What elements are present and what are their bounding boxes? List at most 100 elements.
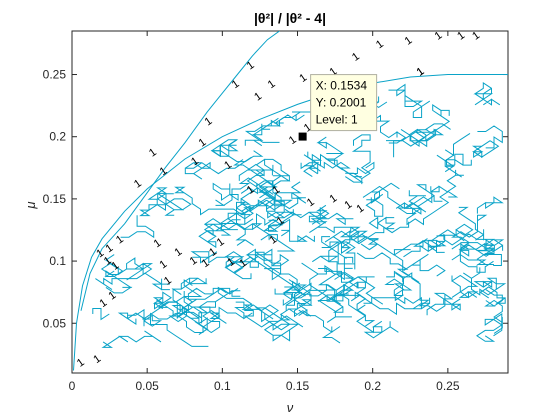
contour-level-label: 1 [102, 254, 114, 267]
contour-level-label: 1 [109, 259, 121, 272]
contour-segment [476, 239, 505, 257]
contour-level-label: 1 [94, 247, 106, 260]
contour-segment [224, 256, 252, 280]
y-axis-label: μ [23, 201, 38, 209]
contour-level-label: 1 [374, 38, 386, 51]
contour-segment [403, 253, 446, 277]
contour-segment [285, 282, 313, 318]
contour-segment [245, 248, 290, 267]
contour-segment [215, 177, 274, 206]
contour-level-label: 1 [97, 297, 109, 310]
contour-level-label: 1 [245, 59, 257, 72]
datatip-x: X: 0.1534 [316, 79, 368, 93]
contour-segment [388, 83, 431, 118]
contour-level-label: 1 [203, 115, 215, 128]
contour-segment [476, 196, 504, 214]
contour-segment [156, 187, 192, 216]
contour-level-label: 1 [225, 256, 237, 269]
x-tick-label: 0 [69, 379, 76, 393]
contour-segment [365, 182, 400, 217]
y-tick-label: 0.1 [49, 254, 66, 268]
contour-segment [308, 204, 410, 245]
contour-segment [400, 123, 451, 142]
chart-title: |θ²| / |θ² - 4| [254, 10, 326, 26]
contour-level-label: 1 [275, 215, 287, 228]
contour-level-label: 1 [342, 198, 354, 211]
y-tick-label: 0.2 [49, 130, 66, 144]
contour-segment [212, 182, 239, 201]
contour-level-label: 1 [188, 254, 200, 267]
contour-segment [152, 291, 173, 310]
contour-segment [256, 213, 315, 243]
contour-outer-boundary [80, 31, 280, 311]
contour-segment [338, 293, 399, 339]
contour-level-label: 1 [355, 202, 367, 215]
contour-level-label: 1 [147, 146, 159, 159]
contour-level-label: 1 [132, 177, 144, 190]
contour-segment [240, 186, 285, 211]
contour-level-label: 1 [215, 236, 227, 249]
contour-level-label: 1 [252, 90, 264, 103]
contour-level-label: 1 [245, 184, 257, 197]
contour-segment [446, 153, 472, 166]
contour-level-label: 1 [470, 29, 482, 42]
contour-segment [104, 254, 133, 294]
contour-segment [174, 186, 276, 216]
contour-segment [356, 252, 409, 276]
contour-segment [414, 103, 451, 144]
contour-level-label: 1 [162, 274, 174, 287]
contour-segment [301, 262, 345, 313]
contour-level-label: 1 [287, 134, 299, 147]
contour-level-label: 1 [158, 165, 170, 178]
contour-level-label: 1 [305, 196, 317, 209]
contour-segment [101, 330, 162, 348]
contour-segment [451, 274, 479, 299]
contour-segment [484, 289, 503, 334]
contour-segment [274, 282, 301, 306]
contour-level-label: 1 [75, 356, 87, 369]
contour-segment [386, 128, 437, 148]
contour-level-label: 1 [270, 184, 282, 197]
contour-segment [203, 218, 238, 237]
x-tick-label: 0.15 [286, 379, 310, 393]
datatip-level: Level: 1 [316, 113, 358, 127]
contour-segment [324, 230, 368, 255]
contour-segment [477, 125, 503, 149]
contour-segment [181, 290, 241, 336]
contour-segment [473, 280, 493, 289]
contour-segment [179, 287, 239, 312]
datatip-box [310, 74, 378, 132]
contour-segment [300, 161, 320, 175]
contour-level-label: 1 [415, 65, 427, 78]
contour-segment [463, 267, 507, 296]
x-tick-label: 0.25 [436, 379, 460, 393]
contour-segment [210, 139, 264, 163]
contour-segment [317, 284, 352, 323]
contour-level-label: 1 [207, 246, 219, 259]
contour-level-label: 1 [152, 237, 164, 250]
x-tick-label: 0.05 [135, 379, 159, 393]
contour-level-label: 1 [327, 65, 339, 78]
x-axis-label: ν [287, 400, 294, 415]
contour-segment [100, 257, 154, 281]
contour-level-label: 1 [189, 155, 201, 168]
contour-segment [345, 134, 372, 185]
datatip-marker [298, 132, 307, 141]
contour-segment [393, 272, 446, 312]
contour-level-label: 1 [91, 353, 103, 366]
contour-segment [479, 286, 506, 304]
contour-level-label: 1 [200, 257, 212, 270]
contour-segment [457, 206, 485, 241]
contour-level-label: 1 [103, 242, 115, 255]
contour-segment [397, 191, 459, 226]
contour-level-label: 1 [222, 159, 234, 172]
contour-level-label: 1 [266, 78, 278, 91]
contour-segment [310, 206, 354, 226]
contour-segment [321, 236, 356, 270]
contour-level-label: 1 [173, 246, 185, 259]
contour-segment [370, 114, 407, 144]
contour-segment [384, 278, 413, 296]
contour-segment [139, 193, 174, 217]
contour-segment [386, 238, 428, 283]
